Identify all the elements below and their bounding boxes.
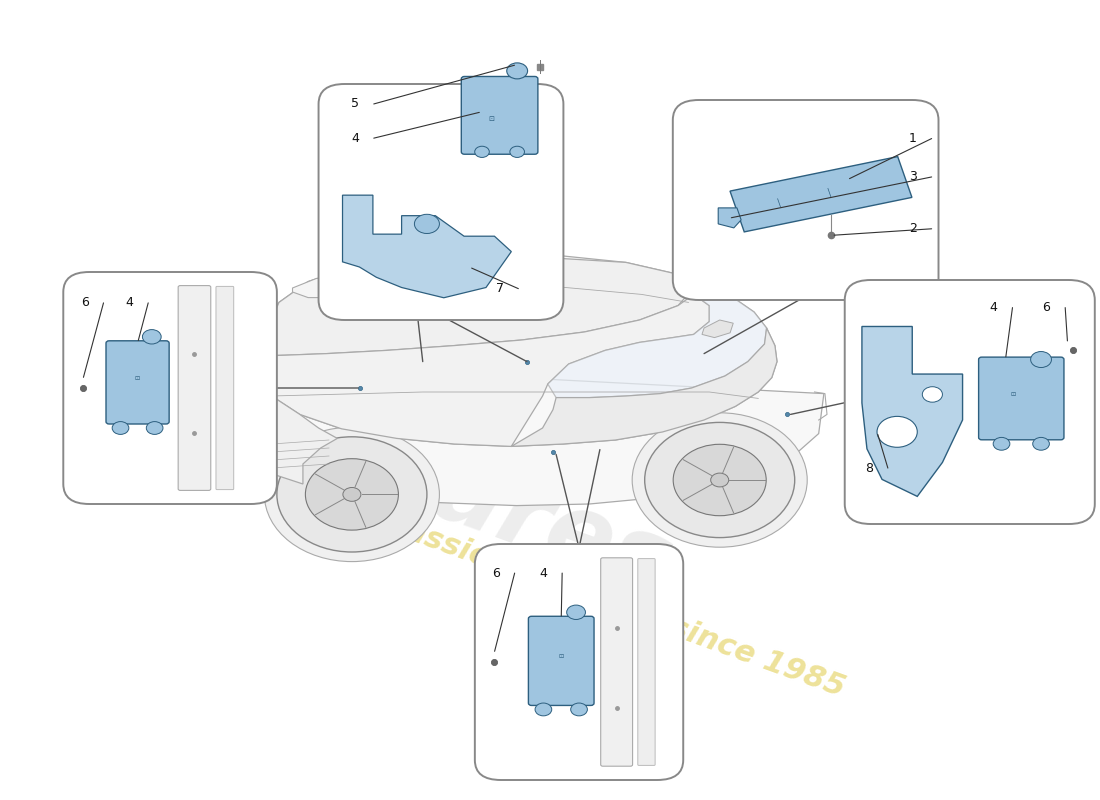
Circle shape	[343, 487, 361, 502]
Circle shape	[415, 214, 439, 234]
Circle shape	[535, 703, 552, 716]
Polygon shape	[548, 288, 767, 398]
Polygon shape	[254, 294, 710, 446]
Text: eurospares: eurospares	[57, 310, 684, 618]
Circle shape	[632, 413, 807, 547]
Circle shape	[922, 386, 943, 402]
FancyBboxPatch shape	[319, 84, 563, 320]
Polygon shape	[862, 326, 962, 496]
FancyBboxPatch shape	[64, 272, 277, 504]
Circle shape	[566, 605, 585, 619]
Polygon shape	[342, 195, 512, 298]
Circle shape	[112, 422, 129, 434]
Polygon shape	[248, 378, 338, 484]
Text: 4: 4	[351, 132, 359, 145]
Text: 7: 7	[496, 282, 504, 295]
Text: a passion for parts since 1985: a passion for parts since 1985	[351, 498, 849, 702]
Circle shape	[510, 146, 525, 158]
FancyBboxPatch shape	[673, 100, 938, 300]
Circle shape	[711, 473, 728, 487]
FancyBboxPatch shape	[528, 616, 594, 706]
FancyBboxPatch shape	[845, 280, 1094, 524]
Circle shape	[571, 703, 587, 716]
Circle shape	[1031, 351, 1052, 367]
Text: 6: 6	[492, 566, 499, 579]
Circle shape	[1033, 438, 1049, 450]
Circle shape	[673, 444, 767, 516]
Text: 1: 1	[909, 132, 916, 145]
FancyBboxPatch shape	[106, 341, 169, 424]
Polygon shape	[293, 277, 359, 298]
FancyBboxPatch shape	[601, 558, 632, 766]
Text: 3: 3	[909, 170, 916, 183]
FancyBboxPatch shape	[475, 544, 683, 780]
FancyBboxPatch shape	[638, 558, 656, 766]
Circle shape	[993, 438, 1010, 450]
Circle shape	[507, 63, 528, 79]
Polygon shape	[718, 208, 741, 228]
Circle shape	[146, 422, 163, 434]
FancyBboxPatch shape	[461, 77, 538, 154]
Polygon shape	[512, 328, 777, 446]
Text: ⊡: ⊡	[488, 116, 494, 122]
FancyBboxPatch shape	[979, 357, 1064, 440]
Text: 6: 6	[1043, 301, 1050, 314]
Text: 5: 5	[351, 98, 359, 110]
FancyBboxPatch shape	[216, 286, 233, 490]
Text: 4: 4	[539, 566, 548, 579]
Circle shape	[475, 146, 490, 158]
Text: ⊡: ⊡	[1011, 392, 1016, 397]
Polygon shape	[730, 157, 912, 232]
Polygon shape	[251, 254, 824, 506]
Text: 4: 4	[990, 301, 998, 314]
Circle shape	[645, 422, 794, 538]
Text: 2: 2	[909, 222, 916, 235]
Polygon shape	[702, 320, 734, 338]
Polygon shape	[256, 254, 694, 356]
Circle shape	[264, 427, 439, 562]
FancyBboxPatch shape	[178, 286, 211, 490]
Circle shape	[142, 330, 162, 344]
Text: 4: 4	[125, 296, 133, 310]
Circle shape	[877, 416, 917, 447]
Circle shape	[277, 437, 427, 552]
Circle shape	[306, 458, 398, 530]
Text: 8: 8	[865, 462, 873, 474]
Text: ⊡: ⊡	[135, 376, 140, 381]
Text: ⊡: ⊡	[559, 654, 564, 659]
Text: 6: 6	[80, 296, 89, 310]
